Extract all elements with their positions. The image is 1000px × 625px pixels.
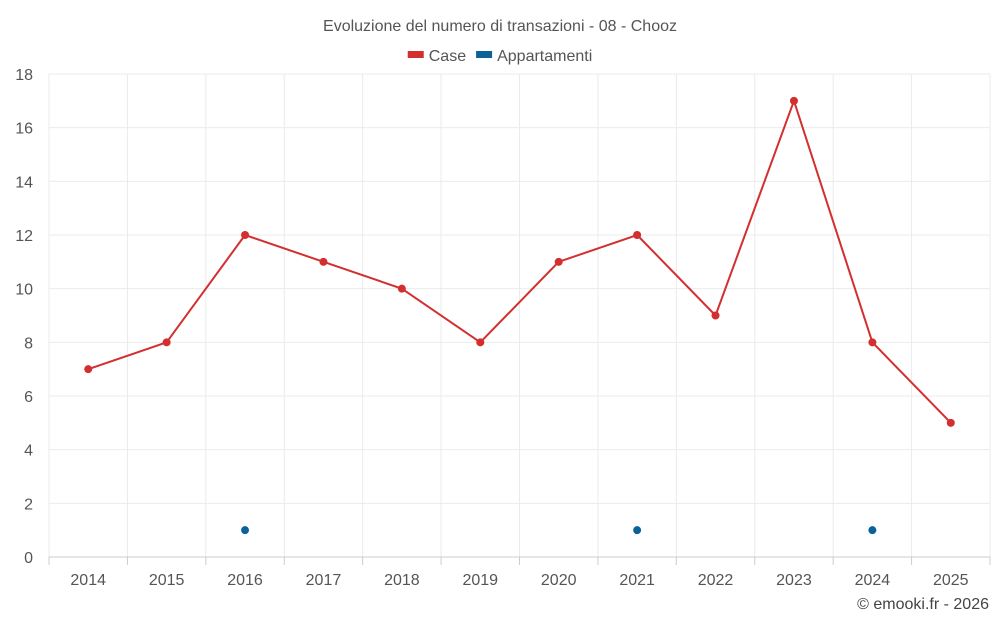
x-tick-label: 2019	[462, 572, 498, 589]
series-line-case	[87, 99, 952, 424]
x-tick-label: 2023	[776, 572, 812, 589]
data-point-case	[162, 338, 171, 347]
series-case	[84, 96, 955, 427]
legend-item-appartamenti: Appartamenti	[476, 48, 592, 65]
y-tick-label: 8	[24, 335, 33, 352]
x-tick-label: 2015	[149, 572, 185, 589]
y-tick-label: 2	[24, 496, 33, 513]
legend-label-appartamenti: Appartamenti	[497, 48, 592, 65]
y-tick-label: 16	[15, 121, 33, 138]
data-point-case	[711, 311, 720, 320]
data-point-case	[241, 231, 250, 239]
x-tick-label: 2024	[855, 572, 891, 589]
x-gridlines	[48, 74, 991, 557]
legend-swatch-appartamenti	[476, 51, 493, 58]
x-tick-label: 2021	[619, 572, 655, 589]
chart-legend: Case Appartamenti	[407, 48, 592, 65]
data-point-case	[946, 418, 955, 427]
data-point-case	[397, 284, 406, 293]
y-tick-label: 10	[15, 282, 33, 299]
x-tick-label: 2017	[306, 572, 342, 589]
x-tick-label: 2022	[698, 572, 734, 589]
data-point-appartamenti	[868, 526, 877, 535]
data-point-case	[789, 96, 798, 105]
credit-text: © emooki.fr - 2026	[857, 596, 989, 613]
data-point-appartamenti	[633, 526, 642, 535]
x-tick-label: 2016	[227, 572, 263, 589]
y-axis-ticks: 0 2 4 6 8 10 12 14 16 18	[15, 67, 33, 567]
chart-title: Evoluzione del numero di transazioni - 0…	[323, 18, 677, 35]
data-point-appartamenti	[241, 526, 250, 535]
data-point-case	[633, 231, 642, 239]
x-tick-label: 2014	[70, 572, 106, 589]
y-tick-label: 4	[24, 443, 33, 460]
x-tick-label: 2025	[933, 572, 969, 589]
y-tick-label: 18	[15, 67, 33, 84]
y-tick-label: 14	[15, 174, 33, 191]
series-appartamenti	[241, 526, 877, 535]
data-point-case	[319, 257, 328, 266]
legend-item-case: Case	[407, 48, 466, 65]
data-point-case	[554, 257, 563, 266]
x-tick-label: 2020	[541, 572, 577, 589]
data-point-case	[476, 338, 485, 347]
y-tick-label: 12	[15, 228, 33, 245]
y-tick-label: 0	[24, 550, 33, 567]
x-axis-ticks: 2014 2015 2016 2017 2018 2019 2020 2021 2022 2023…	[48, 557, 991, 589]
x-tick-label: 2018	[384, 572, 420, 589]
y-tick-label: 6	[24, 389, 33, 406]
legend-swatch-case	[407, 51, 424, 58]
series-layer	[84, 96, 955, 535]
data-point-case	[84, 365, 93, 374]
legend-label-case: Case	[429, 48, 466, 65]
data-point-case	[868, 338, 877, 347]
